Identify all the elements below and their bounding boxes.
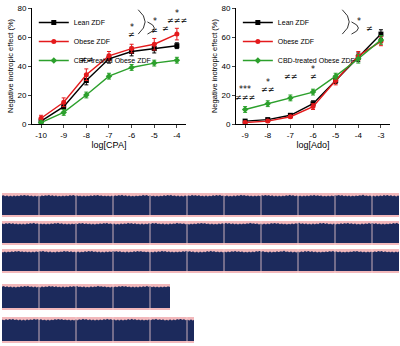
svg-text:0: 0	[22, 120, 27, 129]
svg-text:Negative inotropic effect (%): Negative inotropic effect (%)	[210, 18, 219, 113]
svg-text:*: *	[311, 65, 315, 74]
svg-text:-6: -6	[128, 131, 136, 140]
svg-text:40: 40	[17, 62, 26, 71]
svg-text:Negative inotropic effect (%): Negative inotropic effect (%)	[6, 18, 15, 113]
svg-text:Obese ZDF: Obese ZDF	[278, 38, 314, 45]
svg-text:20: 20	[17, 91, 26, 100]
svg-text:CBD-treated Obese ZDF: CBD-treated Obese ZDF	[278, 57, 355, 64]
svg-text:log[Ado]: log[Ado]	[297, 140, 330, 150]
svg-text:-7: -7	[105, 131, 113, 140]
svg-text:40: 40	[222, 62, 231, 71]
svg-text:-8: -8	[264, 131, 272, 140]
svg-text:60: 60	[222, 33, 231, 42]
svg-text:CBD-treated Obese ZDF: CBD-treated Obese ZDF	[74, 57, 151, 64]
svg-text:≠≠≠: ≠≠≠	[235, 93, 255, 102]
svg-text:0: 0	[226, 120, 231, 129]
svg-text:Lean ZDF: Lean ZDF	[278, 19, 309, 26]
svg-text:-6: -6	[309, 131, 317, 140]
svg-text:*: *	[357, 17, 361, 26]
svg-text:-9: -9	[60, 131, 68, 140]
svg-text:-5: -5	[332, 131, 340, 140]
svg-text:-10: -10	[35, 131, 47, 140]
svg-text:log[CPA]: log[CPA]	[92, 140, 127, 150]
svg-text:-4: -4	[173, 131, 181, 140]
svg-text:≠: ≠	[128, 30, 135, 39]
svg-text:20: 20	[222, 91, 231, 100]
svg-text:≠≠: ≠≠	[80, 55, 93, 64]
svg-text:*: *	[175, 9, 179, 18]
svg-text:60: 60	[17, 33, 26, 42]
svg-text:≠≠: ≠≠	[261, 85, 274, 94]
svg-text:-9: -9	[242, 131, 250, 140]
svg-text:≠: ≠	[366, 24, 373, 33]
svg-text:≠≠: ≠≠	[284, 72, 297, 81]
svg-text:*: *	[266, 78, 270, 87]
svg-text:***: ***	[239, 85, 251, 94]
svg-text:-8: -8	[83, 131, 91, 140]
svg-text:-3: -3	[377, 131, 385, 140]
svg-text:-7: -7	[287, 131, 295, 140]
svg-text:Obese ZDF: Obese ZDF	[74, 38, 110, 45]
svg-text:≠≠≠: ≠≠≠	[167, 16, 187, 25]
svg-text:80: 80	[17, 4, 26, 13]
svg-text:80: 80	[222, 4, 231, 13]
svg-text:≠: ≠	[310, 72, 317, 81]
svg-text:*: *	[153, 17, 157, 26]
svg-text:≠: ≠	[151, 26, 158, 35]
svg-text:Lean ZDF: Lean ZDF	[74, 19, 105, 26]
svg-text:*: *	[130, 23, 134, 32]
svg-text:-4: -4	[355, 131, 363, 140]
svg-text:-5: -5	[151, 131, 159, 140]
svg-text:≠: ≠	[162, 24, 169, 33]
